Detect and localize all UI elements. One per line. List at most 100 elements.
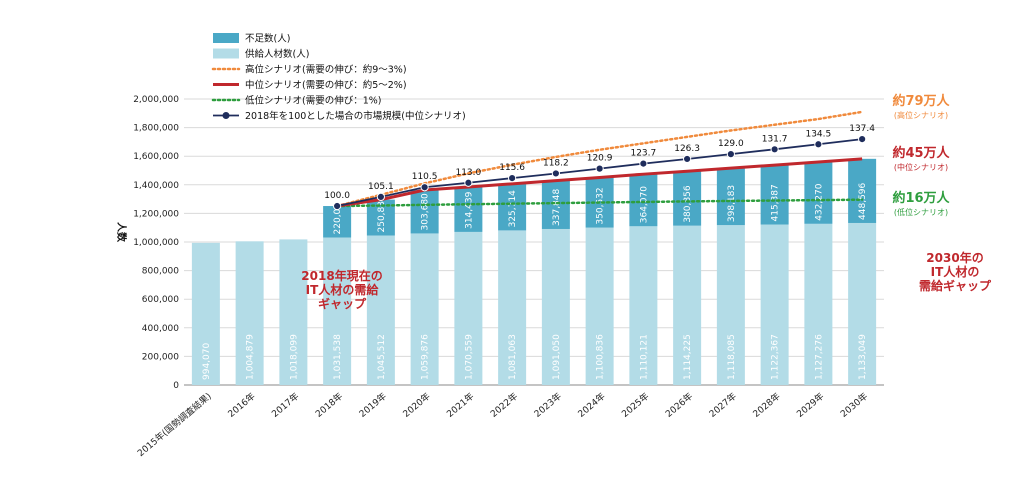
bar-gap-label: 314,439 bbox=[464, 191, 474, 228]
index-marker bbox=[508, 174, 517, 183]
bar-supply-label: 1,118,085 bbox=[727, 334, 737, 380]
legend-label: 不足数(人) bbox=[245, 33, 290, 45]
annotations: 2018年現在のIT人材の需給ギャップ2030年のIT人材の需給ギャップ約79万… bbox=[301, 93, 992, 311]
x-tick-label: 2028年 bbox=[750, 390, 782, 420]
bar-gap-label: 448,596 bbox=[858, 182, 868, 219]
bars bbox=[191, 158, 877, 385]
bar-supply-label: 1,127,276 bbox=[814, 334, 824, 380]
annotation-gap-2018: ギャップ bbox=[318, 296, 367, 311]
y-tick-label: 2,000,000 bbox=[133, 95, 179, 105]
annotation-mid-value: 約45万人 bbox=[892, 145, 950, 161]
y-tick-label: 1,000,000 bbox=[133, 238, 179, 248]
bar-supply bbox=[191, 242, 220, 385]
x-tick-label: 2030年 bbox=[838, 390, 870, 420]
bar-supply bbox=[498, 230, 527, 385]
index-labels: 100.0 105.1 110.5 113.0 115.6 118.2 120.9 123.7… bbox=[324, 124, 875, 201]
bar-supply bbox=[760, 224, 789, 385]
index-marker bbox=[726, 150, 735, 159]
legend: 不足数(人) 供給人材数(人) 高位シナリオ(需要の伸び：約9～3%) 中位シナリオ(… bbox=[211, 33, 466, 122]
x-tick-label: 2020年 bbox=[400, 390, 432, 420]
bar-supply bbox=[366, 235, 395, 385]
index-marker bbox=[595, 164, 604, 173]
x-tick-label: 2017年 bbox=[269, 390, 301, 420]
bar-supply bbox=[279, 239, 308, 385]
bar-gap-label: 432,270 bbox=[814, 183, 824, 220]
legend-swatch bbox=[213, 48, 239, 59]
index-label: 118.2 bbox=[543, 158, 569, 168]
bar-supply bbox=[235, 241, 264, 385]
bar-gap-label: 303,680 bbox=[421, 193, 431, 230]
legend-marker bbox=[222, 112, 230, 119]
index-marker bbox=[683, 154, 692, 164]
bar-supply-label: 1,114,225 bbox=[683, 334, 693, 380]
annotation-gap-2018: IT人材の需給 bbox=[306, 282, 380, 297]
bar-gap-label: 398,183 bbox=[727, 185, 737, 222]
y-axis: 0 200,000 400,000 600,000 800,000 1,000,000 1,… bbox=[115, 95, 179, 391]
bar-gap bbox=[629, 174, 658, 227]
bar-gap bbox=[454, 186, 483, 232]
x-tick-label: 2027年 bbox=[707, 390, 739, 420]
index-marker bbox=[420, 183, 429, 192]
bar-gap bbox=[541, 180, 570, 229]
bar-supply bbox=[716, 225, 745, 385]
index-label: 137.4 bbox=[849, 124, 875, 134]
index-label: 110.5 bbox=[412, 172, 438, 182]
x-tick-label: 2029年 bbox=[794, 390, 826, 420]
x-tick-label: 2018年 bbox=[313, 390, 345, 420]
index-marker bbox=[464, 178, 473, 187]
bar-gap-label: 350,532 bbox=[596, 187, 606, 224]
bar-supply-label: 1,122,367 bbox=[771, 334, 781, 380]
bar-gap-label: 364,070 bbox=[639, 186, 649, 223]
x-tick-label: 2022年 bbox=[488, 390, 520, 420]
y-axis-label: 人数 bbox=[115, 222, 128, 243]
bar-labels: 994,070 1,004,879 1,018,099 1,031,538 220,00… bbox=[202, 182, 868, 380]
index-label: 120.9 bbox=[587, 154, 613, 164]
bar-supply bbox=[804, 223, 833, 385]
bar-gap-label: 220,000 bbox=[333, 197, 343, 234]
bar-supply-label: 1,100,836 bbox=[596, 334, 606, 380]
bar-supply bbox=[323, 237, 352, 385]
legend-label: 高位シナリオ(需要の伸び：約9～3%) bbox=[245, 64, 407, 76]
index-marker bbox=[814, 140, 823, 149]
bar-supply-label: 1,059,876 bbox=[421, 334, 431, 380]
x-tick-label: 2019年 bbox=[357, 390, 389, 420]
x-tick-label: 2021年 bbox=[444, 390, 476, 420]
annotation-high-sub: (高位シナリオ) bbox=[894, 110, 948, 120]
bar-supply bbox=[541, 228, 570, 385]
index-label: 113.0 bbox=[455, 168, 481, 178]
bar-supply-label: 1,091,050 bbox=[552, 334, 562, 380]
bar-supply-label: 1,004,879 bbox=[246, 334, 256, 380]
x-tick-label: 2023年 bbox=[532, 390, 564, 420]
annotation-gap-2030: 2030年の bbox=[926, 250, 983, 265]
index-label: 134.5 bbox=[805, 129, 831, 139]
bar-supply-label: 1,110,121 bbox=[639, 334, 649, 380]
index-label: 131.7 bbox=[762, 134, 788, 144]
bar-gap-label: 325,714 bbox=[508, 190, 518, 227]
y-tick-label: 200,000 bbox=[142, 352, 179, 362]
bar-supply bbox=[410, 233, 439, 385]
x-tick-label: 2026年 bbox=[663, 390, 695, 420]
x-tick-label: 2024年 bbox=[575, 390, 607, 420]
y-tick-label: 1,400,000 bbox=[133, 181, 179, 191]
bar-supply bbox=[673, 225, 702, 385]
y-tick-label: 400,000 bbox=[142, 324, 179, 334]
y-tick-label: 1,600,000 bbox=[133, 152, 179, 162]
bar-gap bbox=[498, 183, 527, 231]
bar-gap bbox=[673, 171, 702, 226]
index-label: 105.1 bbox=[368, 182, 394, 192]
bar-supply bbox=[454, 231, 483, 385]
bar-supply-label: 1,031,538 bbox=[333, 334, 343, 380]
legend-label: 低位シナリオ(需要の伸び：1%) bbox=[245, 95, 381, 107]
annotation-gap-2018: 2018年現在の bbox=[301, 268, 382, 283]
bar-gap-label: 337,848 bbox=[552, 188, 562, 225]
bar-gap bbox=[716, 168, 745, 226]
annotation-high-value: 約79万人 bbox=[892, 93, 950, 109]
legend-label: 2018年を100とした場合の市場規模(中位シナリオ) bbox=[245, 110, 466, 122]
index-marker bbox=[551, 169, 560, 178]
x-tick-label: 2025年 bbox=[619, 390, 651, 420]
annotation-mid-sub: (中位シナリオ) bbox=[894, 162, 948, 172]
line-low-scenario bbox=[335, 198, 864, 208]
x-axis: 2015年(国勢調査結果) 2016年 2017年 2018年 2019年 2020年 20… bbox=[135, 390, 870, 459]
scenario-lines bbox=[333, 110, 867, 211]
bar-supply bbox=[585, 227, 614, 385]
